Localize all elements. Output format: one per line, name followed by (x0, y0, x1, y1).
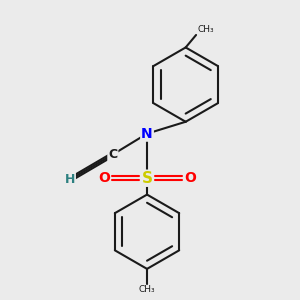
Text: CH₃: CH₃ (139, 285, 155, 294)
Text: CH₃: CH₃ (198, 26, 214, 34)
Text: H: H (64, 173, 75, 186)
Text: O: O (184, 171, 196, 185)
Text: N: N (141, 127, 153, 141)
Text: O: O (98, 171, 110, 185)
Text: S: S (142, 171, 152, 186)
Text: C: C (108, 148, 117, 161)
